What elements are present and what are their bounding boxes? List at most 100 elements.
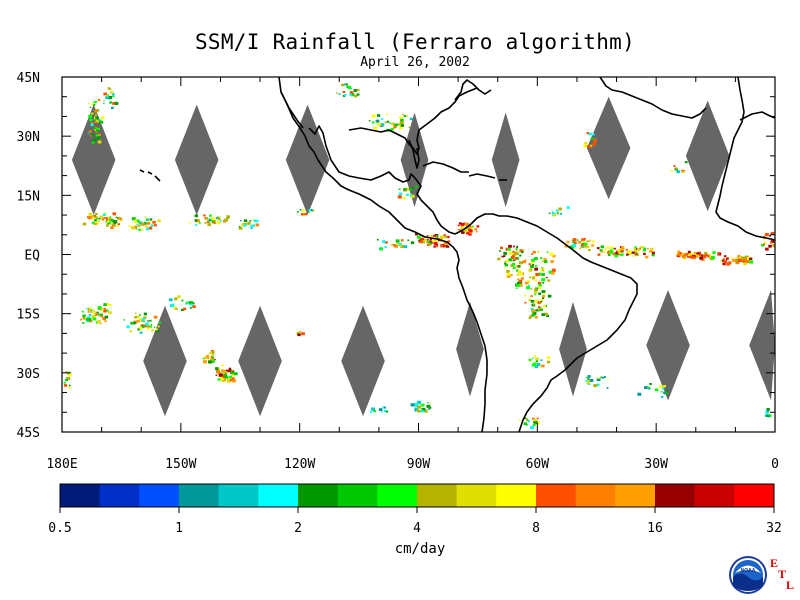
rain-cell <box>664 391 668 395</box>
rain-cell <box>696 252 700 255</box>
rain-cell <box>209 214 212 217</box>
rain-cell <box>475 230 478 233</box>
rain-cell <box>106 94 109 96</box>
rain-cell <box>238 225 241 228</box>
rain-cell <box>582 240 585 243</box>
rain-cell <box>386 120 390 123</box>
rain-cell <box>651 251 655 254</box>
rain-cell <box>427 242 432 246</box>
rain-cell <box>376 114 381 117</box>
etl-letter-e: E <box>770 556 779 570</box>
colorbar-swatch <box>60 484 100 507</box>
rain-cell <box>185 303 187 305</box>
rain-cell <box>535 265 538 267</box>
rain-cell <box>243 219 248 223</box>
rain-cell <box>537 272 542 276</box>
rain-cell <box>543 292 546 295</box>
rain-cell <box>88 313 92 316</box>
colorbar-swatch <box>694 484 735 507</box>
rain-cell <box>765 247 769 251</box>
rain-cell <box>519 279 523 283</box>
rain-cell <box>616 250 619 253</box>
rain-cell <box>613 247 616 250</box>
rain-cell <box>619 248 622 251</box>
rain-cell <box>189 222 191 224</box>
rain-cell <box>583 242 588 246</box>
rain-cell <box>430 235 433 237</box>
rain-cell <box>722 259 725 262</box>
rain-cell <box>693 252 697 255</box>
rain-cell <box>534 279 537 282</box>
rain-cell <box>586 381 590 384</box>
rain-cell <box>687 254 691 257</box>
rain-cell <box>637 392 642 396</box>
rain-cell <box>215 374 218 376</box>
rain-cell <box>617 248 621 252</box>
rain-cell <box>577 239 579 241</box>
rain-cell <box>644 386 648 389</box>
rain-cell <box>92 138 97 142</box>
rain-cell <box>217 378 221 381</box>
rain-cell <box>446 235 450 239</box>
rain-cell <box>216 217 219 220</box>
rain-cell <box>146 227 150 231</box>
rain-cell <box>515 248 518 250</box>
rain-cell <box>300 213 304 216</box>
rain-cell <box>112 93 115 96</box>
rain-cell <box>685 253 688 256</box>
rain-cell <box>737 254 741 257</box>
rain-cell <box>91 103 94 105</box>
rain-cell <box>528 299 532 302</box>
rain-cell <box>204 217 207 219</box>
rain-cell <box>226 215 230 219</box>
rain-cell <box>524 259 527 261</box>
rain-cell <box>229 379 232 382</box>
rain-cell <box>383 406 386 409</box>
rain-cell <box>217 217 221 221</box>
rain-cell <box>588 249 591 252</box>
rain-cell <box>541 290 546 294</box>
rain-cell <box>735 259 739 262</box>
lat-label: 15N <box>17 189 40 204</box>
rain-cell <box>63 384 68 387</box>
rain-cell <box>599 249 603 252</box>
rain-cell <box>528 263 531 265</box>
rain-cell <box>349 93 353 96</box>
rain-cell <box>105 309 109 312</box>
rain-cell <box>697 254 701 257</box>
rain-cell <box>684 161 688 164</box>
rain-cell <box>700 254 704 257</box>
rain-cell <box>102 316 105 319</box>
rain-cell <box>518 250 521 253</box>
rain-cell <box>534 267 538 271</box>
rain-cell <box>769 235 771 237</box>
rain-cell <box>213 222 216 224</box>
rain-cell <box>94 129 96 131</box>
rain-cell <box>212 222 214 224</box>
rain-cell <box>587 377 590 380</box>
rain-cell <box>414 403 419 407</box>
rain-cell <box>416 409 421 413</box>
rain-cell <box>541 273 545 276</box>
rain-cell <box>620 246 625 249</box>
rain-cell <box>194 219 198 222</box>
rain-cell <box>174 297 178 301</box>
rain-cell <box>208 360 212 364</box>
rain-cell <box>642 248 646 252</box>
rain-cell <box>137 222 140 224</box>
rain-cell <box>112 102 116 105</box>
rain-cell <box>145 216 148 219</box>
rain-cell <box>146 325 150 328</box>
rain-cell <box>379 247 381 250</box>
rain-cell <box>94 221 99 225</box>
rain-cell <box>116 216 121 220</box>
rain-cell <box>610 249 613 252</box>
rain-cell <box>392 127 395 129</box>
rain-cell <box>86 308 88 310</box>
swath-gap <box>285 104 330 216</box>
rain-cell <box>665 390 668 392</box>
rain-cell <box>82 322 85 324</box>
noaa-logo-icon: NOAA <box>729 556 767 594</box>
rain-cell <box>517 269 521 272</box>
rain-cell <box>540 300 543 303</box>
